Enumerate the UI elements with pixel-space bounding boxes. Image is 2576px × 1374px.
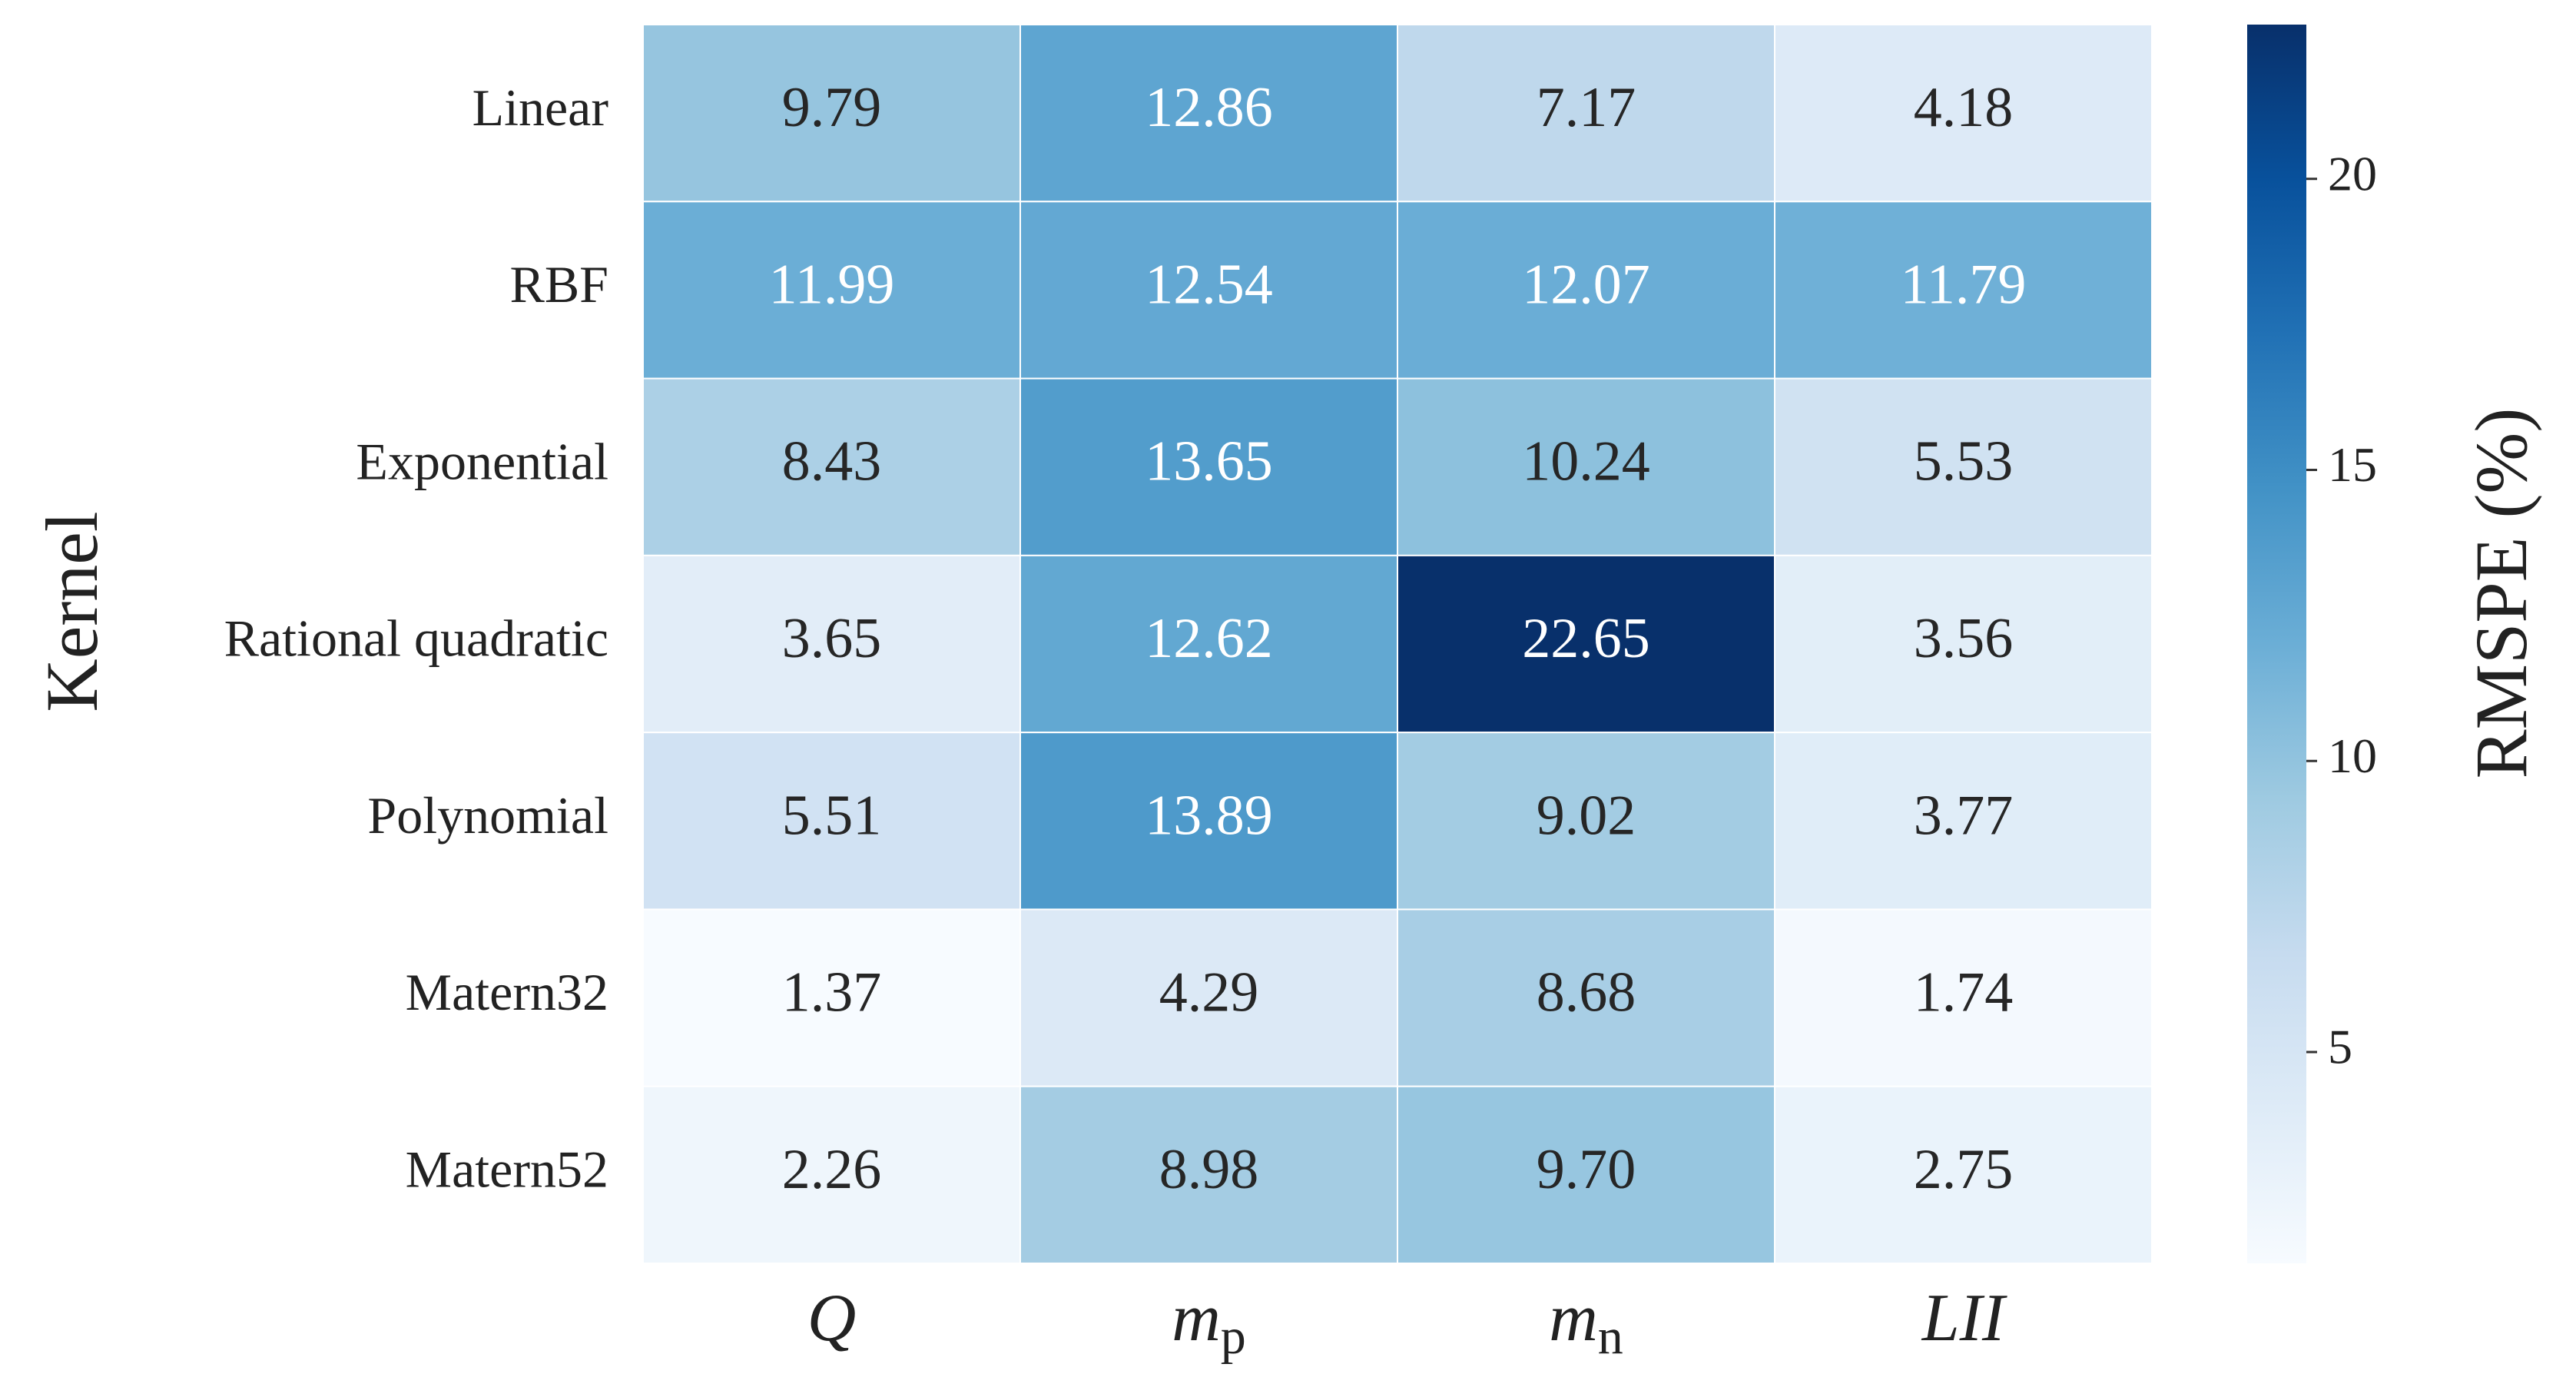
- x-tick-label-main: m: [1549, 1281, 1598, 1356]
- y-tick-label: RBF: [509, 255, 608, 314]
- cell-label: 8.43: [782, 430, 882, 493]
- cell-label: 12.62: [1145, 607, 1273, 670]
- colorbar: [2247, 25, 2306, 1263]
- heatmap-cell: [1397, 908, 1775, 1087]
- cell-label: 9.79: [782, 76, 882, 139]
- cell-label: 3.56: [1914, 607, 2014, 670]
- heatmap-cell: [1397, 201, 1775, 380]
- colorbar-tick-label: 10: [2328, 728, 2377, 783]
- heatmap-cell: [642, 732, 1021, 911]
- y-tick-label: Matern52: [406, 1140, 608, 1198]
- cell-label: 2.75: [1914, 1138, 2014, 1201]
- cell-label: 8.98: [1159, 1138, 1259, 1201]
- heatmap-cell: [1019, 908, 1398, 1087]
- cell-label: 11.99: [769, 253, 895, 316]
- heatmap-cell: [642, 1085, 1021, 1264]
- y-tick-label: Linear: [472, 78, 609, 137]
- heatmap-cell: [1019, 201, 1398, 380]
- colorbar-tick-label: 20: [2328, 146, 2377, 201]
- x-tick-label-main: m: [1172, 1281, 1221, 1356]
- cell-label: 4.18: [1914, 76, 2014, 139]
- x-tick-label: mp: [1172, 1281, 1246, 1365]
- cell-label: 7.17: [1537, 76, 1636, 139]
- heatmap-cell: [1019, 554, 1398, 734]
- cell-label: 13.89: [1145, 784, 1273, 847]
- cell-label: 4.29: [1159, 961, 1259, 1024]
- x-tick-label: LII: [1921, 1281, 2007, 1356]
- y-tick-label: Matern32: [406, 963, 608, 1021]
- x-tick-label-main: Q: [807, 1281, 857, 1356]
- cell-label: 3.65: [782, 607, 882, 670]
- heatmap-cell: [1397, 1085, 1775, 1264]
- cell-label: 9.02: [1537, 784, 1636, 847]
- heatmap-cell: [1774, 1085, 2153, 1264]
- y-tick-label: Exponential: [356, 432, 608, 490]
- heatmap-cell: [1774, 24, 2153, 203]
- x-tick-label-subscript: n: [1598, 1309, 1623, 1365]
- heatmap-cell: [1019, 732, 1398, 911]
- x-tick-label: mn: [1549, 1281, 1623, 1365]
- cell-label: 1.74: [1914, 961, 2014, 1024]
- cell-label: 11.79: [1901, 253, 2027, 316]
- heatmap-cell: [1019, 1085, 1398, 1264]
- heatmap-cell: [1774, 377, 2153, 556]
- cell-label: 13.65: [1145, 430, 1273, 493]
- heatmap-cell: [1019, 377, 1398, 556]
- heatmap-cell: [1774, 554, 2153, 734]
- cell-label: 9.70: [1537, 1138, 1636, 1201]
- heatmap-cell: [1774, 732, 2153, 911]
- heatmap-cell: [1397, 554, 1775, 734]
- cell-label: 5.53: [1914, 430, 2014, 493]
- y-tick-label: Rational quadratic: [224, 609, 608, 668]
- heatmap-cell: [1397, 24, 1775, 203]
- y-tick-label: Polynomial: [367, 786, 608, 845]
- cell-label: 5.51: [782, 784, 882, 847]
- heatmap-cell: [1019, 24, 1398, 203]
- heatmap-cell: [1774, 908, 2153, 1087]
- heatmap-cell: [1397, 732, 1775, 911]
- x-tick-label: Q: [807, 1281, 857, 1356]
- y-axis-label: Kernel: [31, 511, 113, 712]
- heatmap-cell: [642, 24, 1021, 203]
- cell-label: 12.07: [1522, 253, 1650, 316]
- colorbar-tick-label: 15: [2328, 437, 2377, 492]
- x-tick-label-subscript: p: [1221, 1309, 1246, 1365]
- heatmap-cell: [642, 554, 1021, 734]
- colorbar-tick-label: 5: [2328, 1020, 2352, 1074]
- cell-label: 3.77: [1914, 784, 2014, 847]
- cell-label: 1.37: [782, 961, 882, 1024]
- cell-label: 8.68: [1537, 961, 1636, 1024]
- heatmap-cell: [642, 201, 1021, 380]
- heatmap-cell: [642, 908, 1021, 1087]
- heatmap-cell: [1774, 201, 2153, 380]
- x-tick-label-main: LII: [1921, 1281, 2007, 1356]
- cell-label: 10.24: [1522, 430, 1650, 493]
- cell-label: 12.54: [1145, 253, 1273, 316]
- cell-label: 2.26: [782, 1138, 882, 1201]
- colorbar-label: RMSPE (%): [2460, 408, 2542, 779]
- cell-label: 22.65: [1522, 607, 1650, 670]
- cell-label: 12.86: [1145, 76, 1273, 139]
